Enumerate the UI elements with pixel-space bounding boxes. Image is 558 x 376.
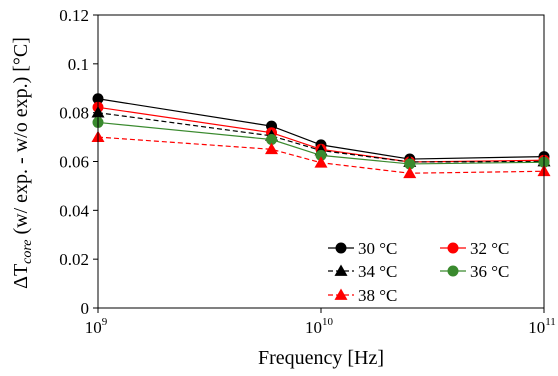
data-point	[314, 156, 328, 168]
legend-label: 36 °C	[470, 262, 509, 281]
legend-marker	[447, 242, 459, 254]
x-tick-label-base: 10	[85, 318, 102, 337]
data-point	[403, 166, 417, 179]
legend-label: 30 °C	[358, 239, 397, 258]
y-axis-title-suffix: (w/ exp. - w/o exp.) [°C]	[10, 37, 32, 239]
y-tick-label: 0	[81, 299, 90, 318]
legend-label: 32 °C	[470, 239, 509, 258]
y-tick-label: 0.1	[68, 55, 89, 74]
series-group	[92, 116, 550, 170]
legend-item: 30 °C	[328, 239, 397, 258]
x-tick-label-base: 10	[305, 318, 322, 337]
y-tick-label: 0.06	[59, 153, 89, 172]
data-point	[315, 149, 327, 161]
x-tick-label-exponent: 9	[102, 316, 108, 328]
x-tick-label: 1010	[305, 316, 334, 337]
legend-label: 38 °C	[358, 286, 397, 305]
data-point	[266, 134, 278, 146]
y-tick-label: 0.04	[59, 201, 89, 220]
legend-marker	[335, 242, 347, 254]
x-tick-label: 1011	[528, 316, 556, 337]
y-axis-title: ΔTcore (w/ exp. - w/o exp.) [°C]	[10, 37, 35, 289]
legend: 30 °C 32 °C 34 °C 36 °C 38 °C	[328, 239, 509, 305]
plot-area-frame	[97, 14, 545, 309]
y-axis-ticks: 0 0.02 0.04 0.06 0.08 0.1 0.12	[59, 6, 98, 318]
legend-marker	[447, 265, 459, 277]
data-point	[404, 158, 416, 170]
legend-item: 38 °C	[328, 286, 397, 305]
x-tick-label: 109	[85, 316, 108, 337]
legend-item: 34 °C	[328, 262, 397, 281]
y-tick-label: 0.08	[59, 104, 89, 123]
x-tick-label-exponent: 10	[322, 316, 334, 328]
legend-item: 32 °C	[440, 239, 509, 258]
legend-item: 36 °C	[440, 262, 509, 281]
y-tick-label: 0.12	[59, 6, 89, 25]
legend-label: 34 °C	[358, 262, 397, 281]
x-tick-label-base: 10	[528, 318, 545, 337]
x-tick-label-exponent: 11	[545, 316, 556, 328]
legend-marker	[334, 288, 348, 300]
y-axis-title-subscript: core	[20, 239, 35, 263]
x-axis-ticks: 109 1010 1011	[85, 308, 556, 337]
y-tick-label: 0.02	[59, 250, 89, 269]
series-layer	[91, 93, 551, 179]
x-axis-title: Frequency [Hz]	[258, 347, 384, 369]
y-axis-title-prefix: ΔT	[10, 264, 32, 289]
legend-marker	[334, 264, 348, 276]
data-point	[265, 142, 279, 155]
